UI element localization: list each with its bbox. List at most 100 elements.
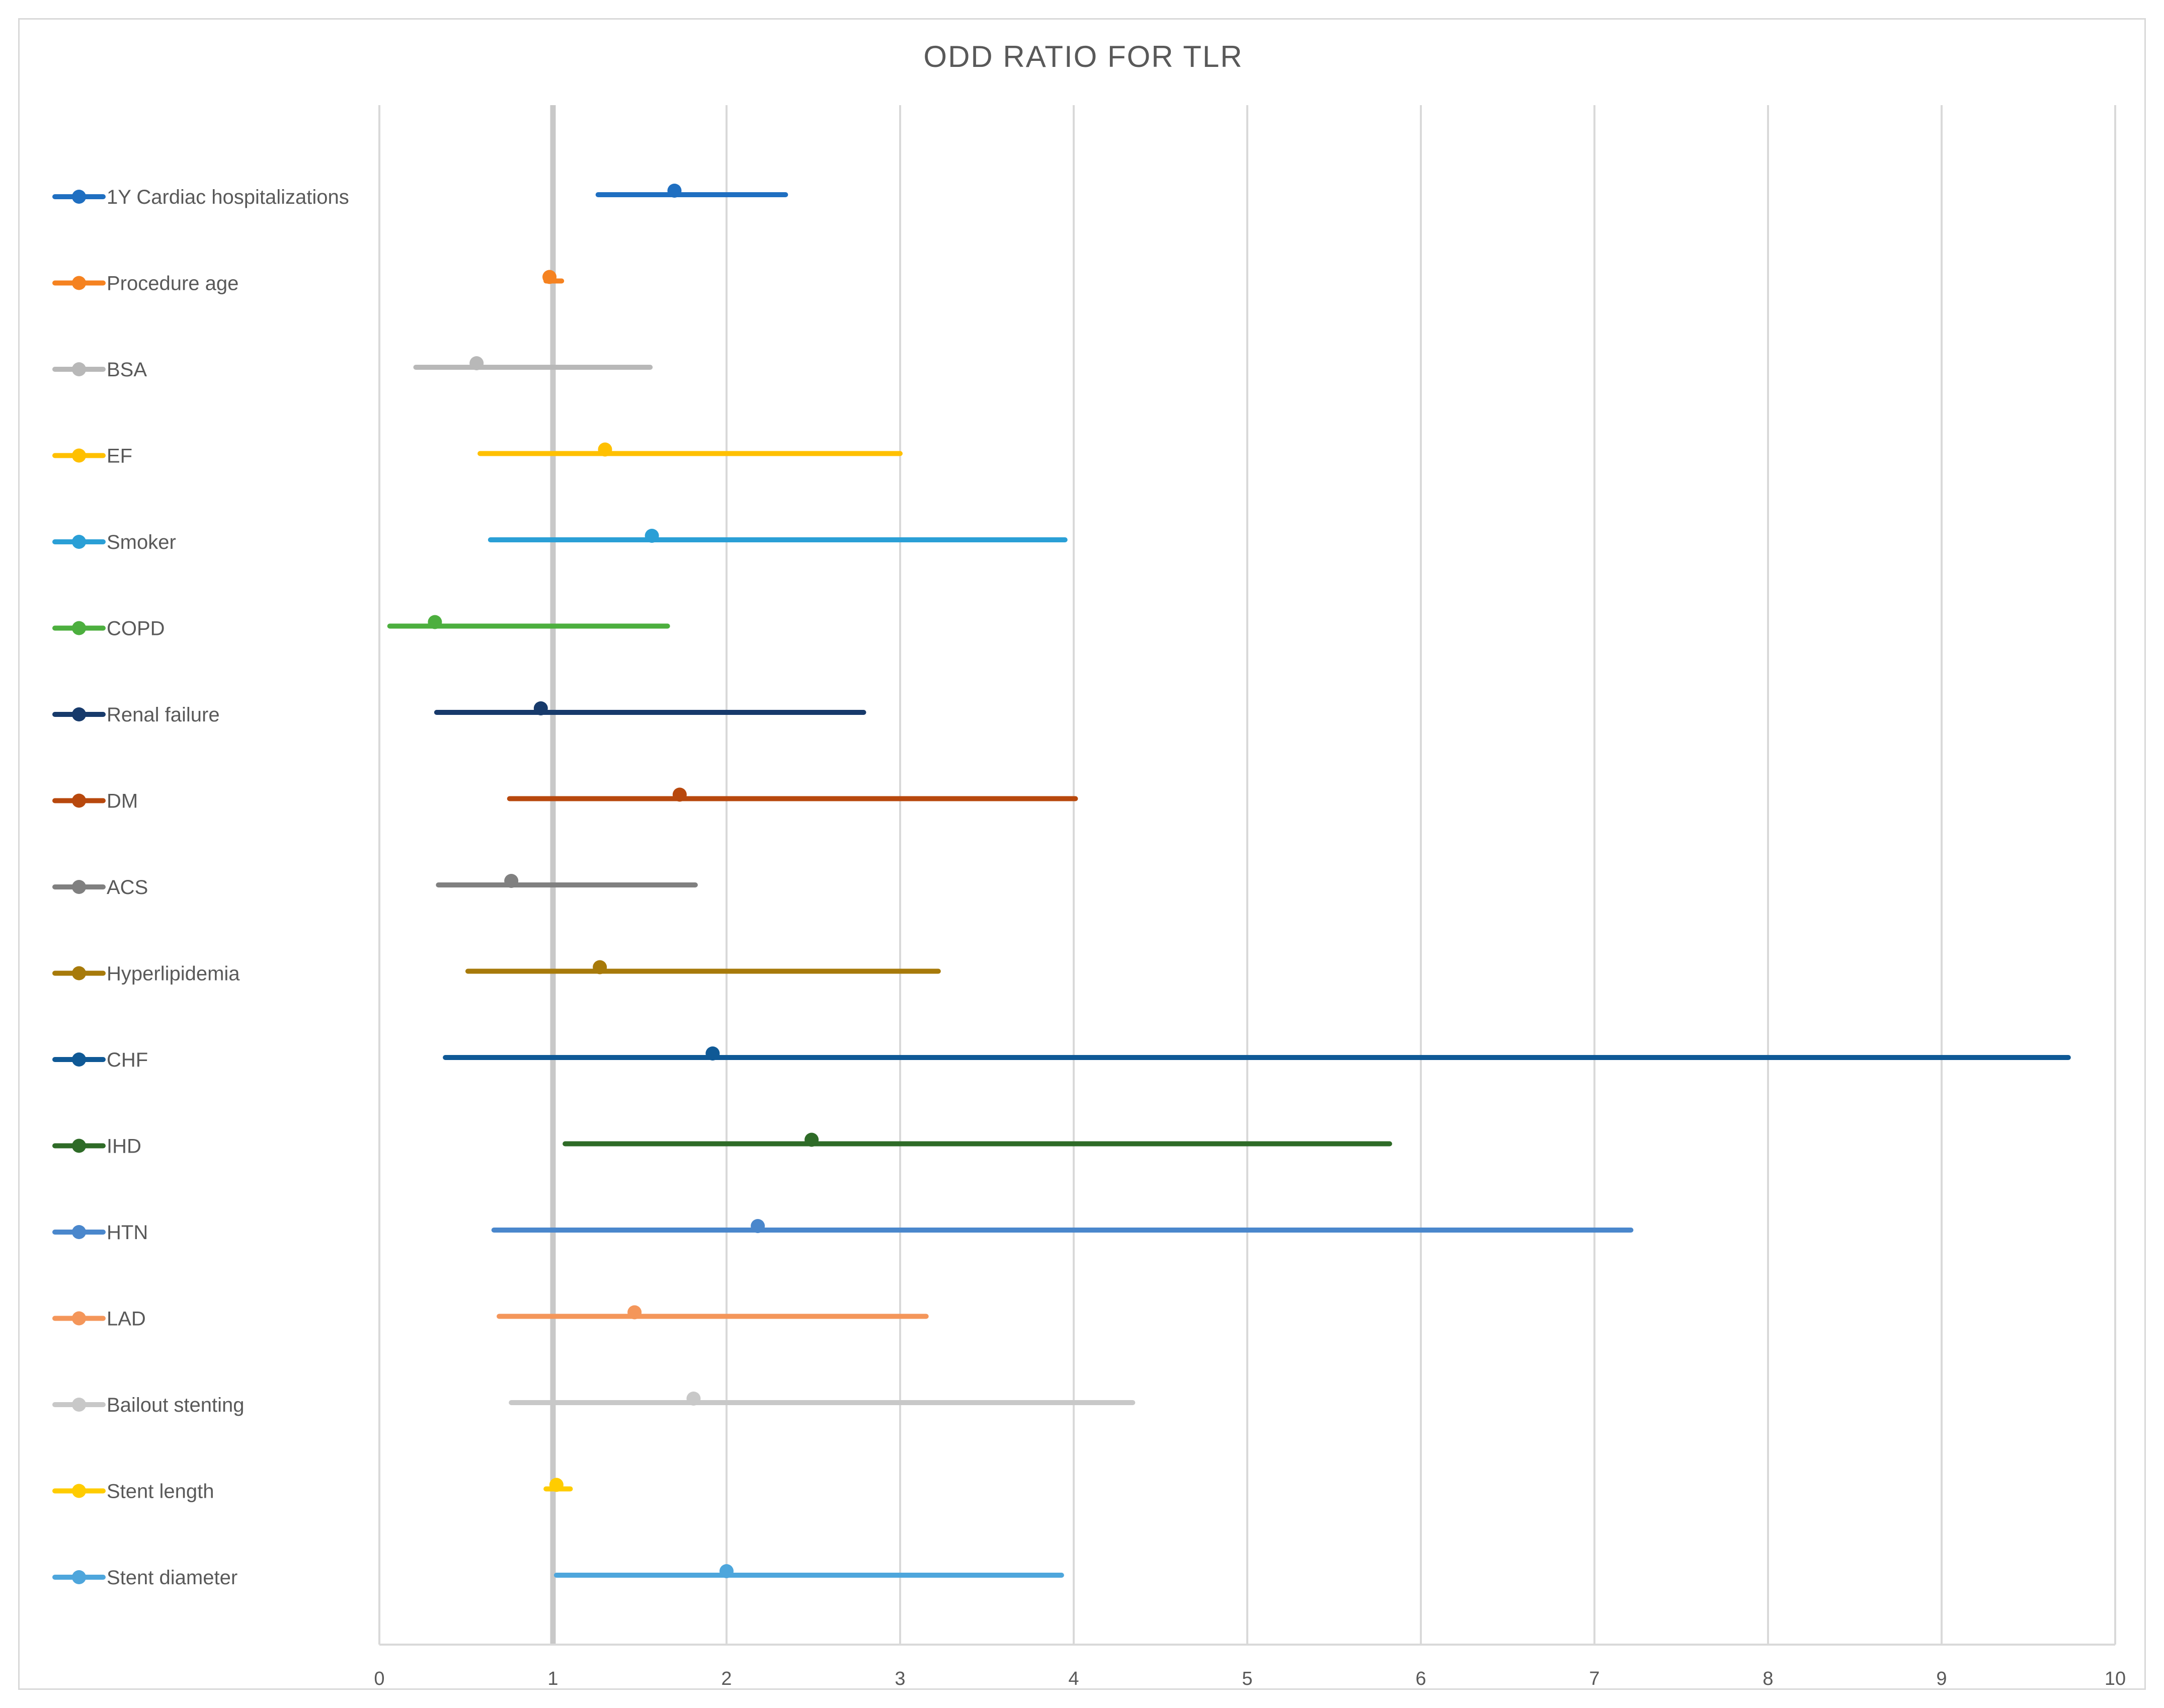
- or-point: [672, 787, 687, 802]
- or-point: [549, 1478, 564, 1492]
- legend-label: Procedure age: [107, 273, 238, 295]
- legend-item: DM: [52, 790, 138, 812]
- legend-marker: [72, 190, 86, 204]
- series-ef: [477, 442, 903, 457]
- series-ihd: [563, 1132, 1392, 1147]
- legend-marker: [72, 535, 86, 549]
- legend-label: Smoker: [107, 531, 176, 553]
- chart-title: ODD RATIO FOR TLR: [923, 40, 1243, 73]
- x-tick-label: 0: [374, 1668, 384, 1689]
- legend-label: Stent length: [107, 1481, 214, 1503]
- or-point: [751, 1219, 765, 1233]
- legend-marker: [72, 1225, 86, 1239]
- x-tick-label: 1: [547, 1668, 558, 1689]
- legend-marker: [72, 1484, 86, 1498]
- or-point: [805, 1132, 819, 1147]
- x-tick-label: 10: [2105, 1668, 2126, 1689]
- chart-frame: ODD RATIO FOR TLR 0 1 2 3 4 5 6 7 8 9 10 1Y Cardia…: [18, 18, 2146, 1690]
- legend-marker: [72, 707, 86, 721]
- legend-marker: [72, 448, 86, 463]
- legend-marker: [72, 793, 86, 808]
- series-smoker: [488, 529, 1068, 543]
- series-stent-diameter: [553, 1564, 1064, 1578]
- or-point: [428, 615, 442, 629]
- legend-item: CHF: [52, 1049, 148, 1071]
- legend-marker: [72, 966, 86, 981]
- x-tick-label: 8: [1762, 1668, 1773, 1689]
- legend-item: Smoker: [52, 531, 176, 553]
- legend-marker: [72, 621, 86, 635]
- x-tick-label: 5: [1242, 1668, 1252, 1689]
- legend-label: IHD: [107, 1135, 141, 1158]
- legend-item: ACS: [52, 876, 148, 899]
- or-point: [593, 960, 607, 974]
- series-htn: [491, 1219, 1634, 1233]
- legend-item: EF: [52, 445, 132, 467]
- legend-item: BSA: [52, 359, 147, 381]
- series-chf: [443, 1046, 2071, 1061]
- legend-label: Bailout stenting: [107, 1394, 245, 1416]
- series-procedure-age: [542, 270, 565, 284]
- x-tick-label: 7: [1589, 1668, 1599, 1689]
- legend-item: Hyperlipidemia: [52, 963, 240, 985]
- legend-marker: [72, 1052, 86, 1067]
- legend-marker: [72, 1398, 86, 1412]
- legend-item: IHD: [52, 1135, 141, 1158]
- or-point: [719, 1564, 734, 1578]
- legend-label: EF: [107, 445, 132, 467]
- series-bsa: [413, 356, 653, 370]
- series-lad: [497, 1305, 929, 1320]
- series-renal-failure: [434, 701, 866, 715]
- legend-item: HTN: [52, 1222, 148, 1244]
- legend-label: COPD: [107, 618, 165, 640]
- legend: 1Y Cardiac hospitalizations Procedure age…: [52, 186, 349, 1589]
- or-point: [705, 1046, 720, 1061]
- legend-item: COPD: [52, 618, 165, 640]
- legend-marker: [72, 362, 86, 376]
- series-copd: [387, 615, 670, 629]
- legend-label: ACS: [107, 876, 148, 899]
- legend-marker: [72, 276, 86, 290]
- or-point: [469, 356, 484, 370]
- legend-item: LAD: [52, 1308, 146, 1330]
- legend-label: 1Y Cardiac hospitalizations: [107, 186, 349, 208]
- legend-marker: [72, 1311, 86, 1326]
- x-tick-label: 6: [1415, 1668, 1426, 1689]
- legend-item: Procedure age: [52, 273, 238, 295]
- legend-marker: [72, 1138, 86, 1153]
- legend-label: CHF: [107, 1049, 148, 1071]
- or-point: [645, 529, 659, 543]
- series-dm: [507, 787, 1078, 802]
- gridlines: [378, 105, 2116, 1645]
- legend-label: Renal failure: [107, 704, 220, 726]
- legend-label: DM: [107, 790, 138, 812]
- legend-label: HTN: [107, 1222, 148, 1244]
- or-point: [504, 874, 519, 888]
- series-1y-cardiac-hospitalizations: [595, 184, 788, 198]
- series-acs: [436, 874, 698, 888]
- series-stent-length: [543, 1478, 573, 1492]
- legend-item: Bailout stenting: [52, 1394, 245, 1416]
- legend-label: Hyperlipidemia: [107, 963, 240, 985]
- x-tick-label: 2: [721, 1668, 732, 1689]
- legend-marker: [72, 1570, 86, 1584]
- legend-label: BSA: [107, 359, 147, 381]
- legend-label: LAD: [107, 1308, 146, 1330]
- legend-marker: [72, 880, 86, 894]
- x-tick-label: 4: [1068, 1668, 1079, 1689]
- legend-label: Stent diameter: [107, 1567, 237, 1589]
- or-point: [598, 442, 612, 457]
- or-point: [667, 184, 682, 198]
- legend-item: Renal failure: [52, 704, 220, 726]
- legend-item: Stent length: [52, 1481, 214, 1503]
- legend-item: Stent diameter: [52, 1567, 237, 1589]
- chart-svg: ODD RATIO FOR TLR 0 1 2 3 4 5 6 7 8 9 10 1Y Cardia…: [52, 40, 2126, 1689]
- series-hyperlipidemia: [465, 960, 941, 974]
- legend-item: 1Y Cardiac hospitalizations: [52, 186, 349, 208]
- or-point: [533, 701, 548, 715]
- x-tick-label: 9: [1936, 1668, 1947, 1689]
- series-bailout-stenting: [509, 1392, 1136, 1406]
- series-group: [387, 184, 2071, 1578]
- or-point: [542, 270, 557, 284]
- or-point: [686, 1392, 701, 1406]
